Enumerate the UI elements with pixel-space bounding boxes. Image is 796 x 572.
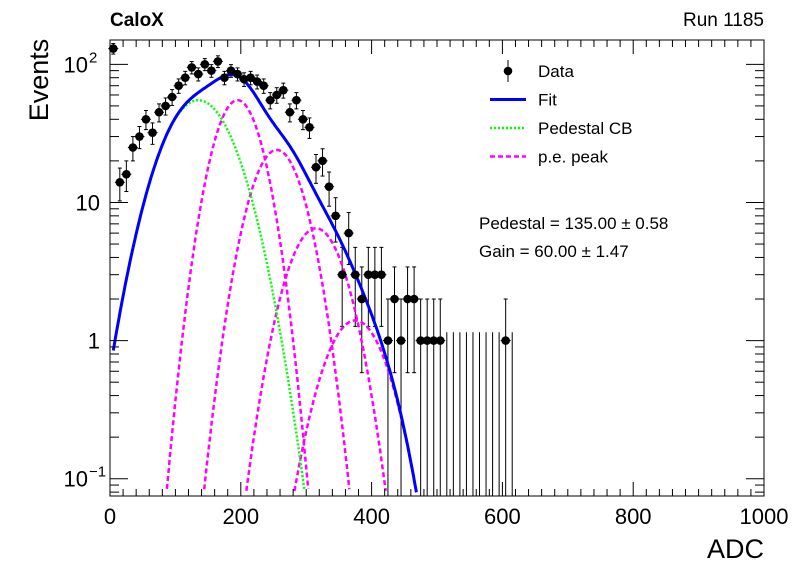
y-tick-label: 10: [76, 190, 100, 215]
data-point: [220, 73, 229, 83]
data-point: [161, 101, 170, 111]
data-point: [252, 77, 262, 86]
data-point: [259, 81, 268, 91]
data-point: [279, 85, 288, 95]
data-point: [174, 81, 183, 91]
y-tick-label: 10: [64, 52, 88, 77]
data-point: [305, 123, 314, 132]
data-point: [148, 128, 157, 137]
data-point: [409, 294, 419, 304]
x-tick-label: 600: [484, 504, 521, 529]
data-point: [285, 107, 295, 117]
data-point: [357, 294, 367, 304]
x-tick-label: 800: [615, 504, 652, 529]
data-point: [429, 336, 439, 345]
data-point: [344, 228, 354, 238]
data-point: [416, 336, 425, 345]
pedestal-stat-text: Pedestal = 135.00 ± 0.58: [479, 214, 668, 233]
data-point: [370, 270, 380, 279]
data-point: [180, 73, 190, 83]
data-point: [265, 95, 275, 105]
y-tick-exponent: 2: [89, 49, 97, 66]
legend-label: Pedestal CB: [538, 119, 633, 138]
data-point: [108, 44, 118, 53]
data-point: [364, 270, 373, 279]
data-point: [200, 60, 210, 69]
x-tick-label: 0: [104, 504, 116, 529]
data-point: [207, 66, 216, 75]
data-point: [233, 69, 242, 79]
x-axis-label: ADC: [707, 534, 764, 564]
y-tick-exponent: −1: [89, 464, 106, 481]
legend: Data Fit Pedestal CB p.e. peak: [490, 60, 633, 167]
data-point: [154, 107, 164, 117]
data-point: [167, 92, 177, 102]
y-tick-label: 1: [88, 329, 100, 354]
data-point: [318, 156, 327, 166]
data-point: [337, 270, 347, 279]
data-point: [213, 57, 223, 66]
data-point: [135, 132, 144, 141]
data-point: [187, 63, 197, 72]
experiment-label: CaloX: [110, 10, 164, 31]
data-point: [324, 182, 334, 192]
data-point: [383, 336, 393, 345]
data-point: [193, 69, 203, 79]
run-label: Run 1185: [683, 10, 764, 31]
data-point: [377, 270, 386, 279]
data-point: [403, 294, 412, 304]
legend-label: p.e. peak: [538, 148, 608, 167]
data-point: [141, 114, 151, 124]
data-point: [122, 169, 131, 179]
data-points: [108, 44, 510, 345]
data-point: [128, 143, 138, 152]
pe-peak-curve-3: [245, 227, 387, 491]
data-point: [390, 294, 399, 304]
x-tick-label: 200: [222, 504, 259, 529]
data-point: [272, 90, 282, 100]
data-point: [501, 336, 510, 345]
gain-stat-text: Gain = 60.00 ± 1.47: [479, 242, 629, 261]
data-point: [350, 270, 360, 279]
legend-data-marker: [503, 66, 513, 76]
legend-label: Fit: [538, 91, 557, 110]
pe-peak-curve-1: [165, 98, 310, 490]
data-point: [298, 114, 308, 124]
pe-peak-curve-2: [202, 148, 351, 490]
data-point: [396, 336, 406, 345]
data-point: [246, 73, 255, 83]
data-point: [239, 74, 249, 84]
data-point: [115, 177, 125, 187]
y-tick-label: 10: [64, 467, 88, 492]
data-point: [331, 211, 340, 221]
x-tick-label: 400: [353, 504, 390, 529]
data-point: [311, 162, 321, 172]
data-point: [422, 336, 432, 345]
y-axis-label: Events: [24, 39, 54, 122]
data-point: [435, 336, 445, 345]
data-point: [292, 95, 301, 105]
x-tick-label: 1000: [740, 504, 789, 529]
data-point: [226, 66, 236, 75]
legend-label: Data: [538, 62, 574, 81]
